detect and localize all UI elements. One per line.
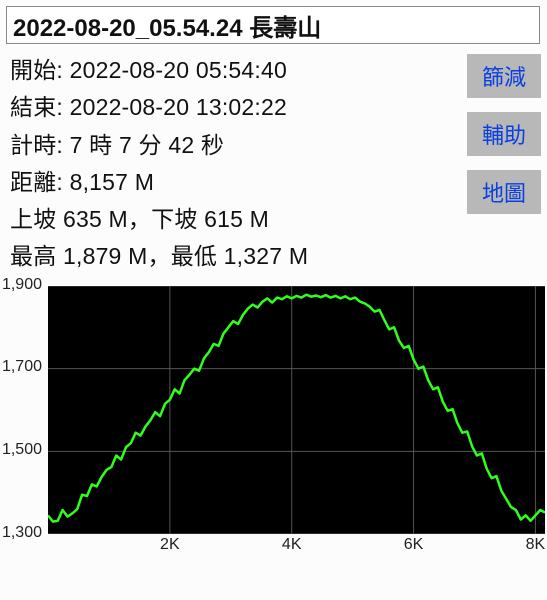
- duration-label: 計時: [10, 132, 56, 158]
- chart-x-tick: 8K: [526, 536, 546, 554]
- stats-block: 開始: 2022-08-20 05:54:40 結束: 2022-08-20 1…: [10, 52, 459, 276]
- assist-button[interactable]: 輔助: [467, 112, 541, 156]
- chart-plot-area: [48, 286, 545, 534]
- stat-elev: 最高 1,879 M，最低 1,327 M: [10, 238, 459, 275]
- filter-button[interactable]: 篩減: [467, 54, 541, 98]
- stat-slope: 上坡 635 M，下坡 615 M: [10, 201, 459, 238]
- start-label: 開始: [10, 57, 56, 83]
- chart-y-tick: 1,900: [0, 276, 42, 294]
- end-label: 結束: [10, 94, 56, 120]
- chart-y-tick: 1,700: [0, 358, 42, 376]
- side-buttons: 篩減 輔助 地圖: [467, 54, 541, 214]
- stat-start: 開始: 2022-08-20 05:54:40: [10, 52, 459, 89]
- stat-end: 結束: 2022-08-20 13:02:22: [10, 89, 459, 126]
- chart-x-tick: 2K: [160, 536, 180, 554]
- map-button[interactable]: 地圖: [467, 170, 541, 214]
- chart-svg: [48, 286, 545, 534]
- track-title-input[interactable]: [6, 6, 540, 44]
- info-row: 開始: 2022-08-20 05:54:40 結束: 2022-08-20 1…: [0, 48, 547, 276]
- distance-value: 8,157 M: [70, 169, 155, 195]
- chart-x-tick: 6K: [404, 536, 424, 554]
- chart-y-tick: 1,300: [0, 524, 42, 542]
- duration-value: 7 時 7 分 42 秒: [70, 132, 225, 158]
- stat-distance: 距離: 8,157 M: [10, 164, 459, 201]
- start-value: 2022-08-20 05:54:40: [70, 57, 287, 83]
- distance-label: 距離: [10, 169, 56, 195]
- elevation-line: [48, 294, 545, 521]
- stat-duration: 計時: 7 時 7 分 42 秒: [10, 127, 459, 164]
- chart-x-tick: 4K: [282, 536, 302, 554]
- chart-y-tick: 1,500: [0, 441, 42, 459]
- end-value: 2022-08-20 13:02:22: [70, 94, 287, 120]
- elevation-chart: 1,3001,5001,7001,9002K4K6K8K: [0, 282, 547, 558]
